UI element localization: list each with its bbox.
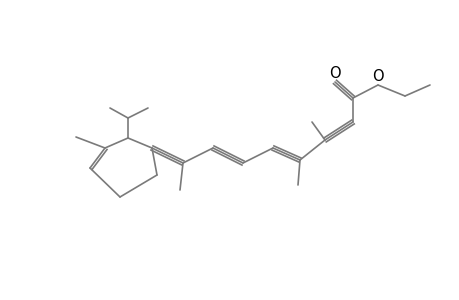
Text: O: O: [371, 69, 383, 84]
Text: O: O: [329, 66, 340, 81]
